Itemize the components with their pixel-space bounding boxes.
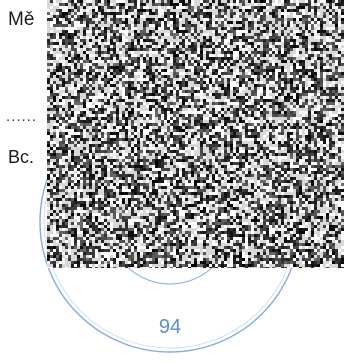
noise-pattern — [47, 0, 344, 268]
document-title-fragment: Mě — [8, 9, 35, 30]
stamp-number: 94 — [159, 316, 181, 338]
signature-name-fragment: Bc. — [8, 147, 35, 167]
noise-overlay — [47, 0, 344, 268]
dotted-placeholder-line: ...... — [6, 108, 38, 125]
